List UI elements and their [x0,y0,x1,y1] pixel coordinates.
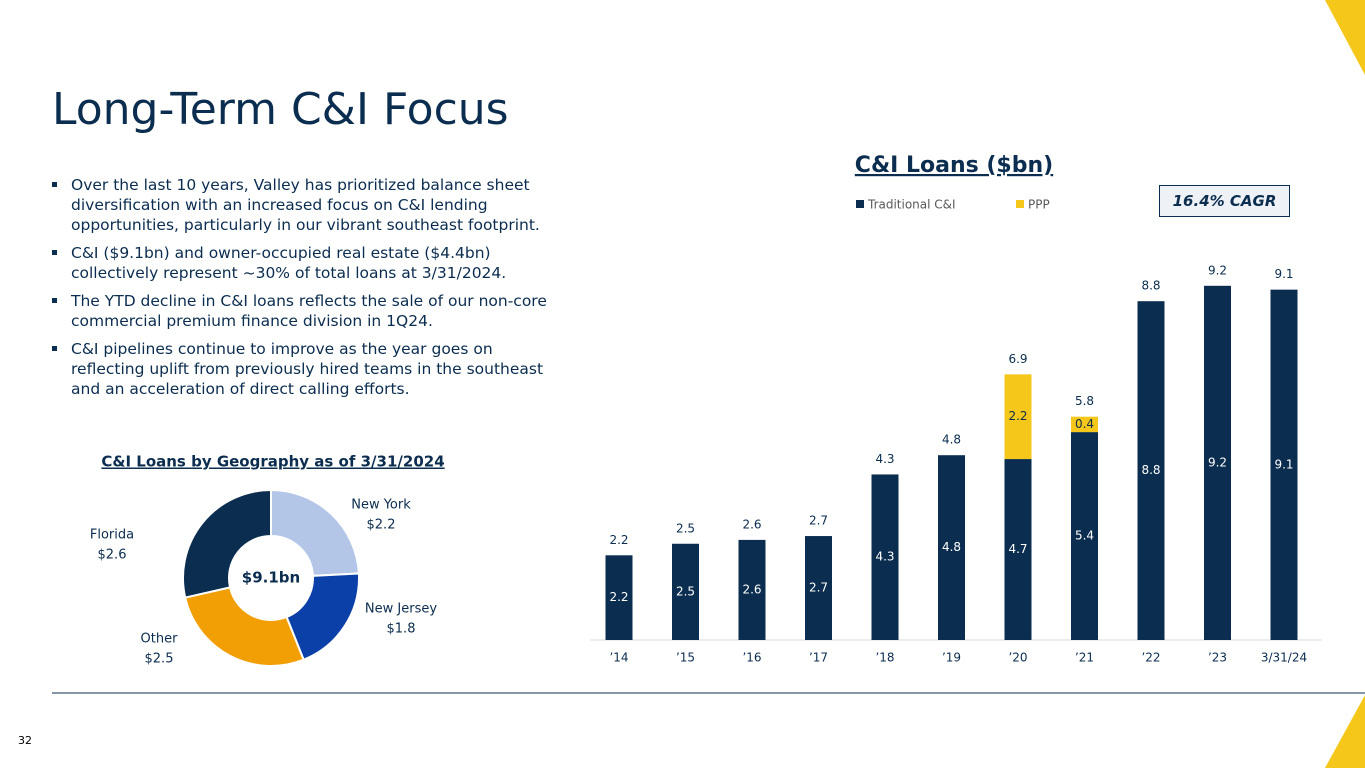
segment-label: 8.8 [1141,463,1160,477]
slice-name: New York [351,498,411,513]
x-tick-label: ’22 [1141,651,1160,665]
legend-label: Traditional C&I [867,198,956,212]
donut-title: C&I Loans by Geography as of 3/31/2024 [101,453,444,471]
corner-accent [1325,0,1365,75]
donut-center-label: $9.1bn [242,569,300,587]
bullet: Over the last 10 years, Valley has prior… [52,175,562,235]
total-label: 4.3 [875,452,894,466]
bar-segment [1137,301,1165,640]
total-label: 6.9 [1008,352,1027,366]
segment-label: 2.2 [1008,409,1027,423]
slice-value: $2.6 [98,548,127,563]
bullet: The YTD decline in C&I loans reflects th… [52,291,562,331]
x-tick-label: ’23 [1208,651,1227,665]
x-tick-label: 3/31/24 [1261,651,1307,665]
slice-value: $1.8 [387,622,416,637]
slice-name: New Jersey [365,602,437,617]
bar-segment [1270,289,1298,640]
segment-label: 9.1 [1274,457,1293,471]
total-label: 5.8 [1075,394,1094,408]
slice-value: $2.2 [367,518,396,533]
total-label: 4.8 [942,433,961,447]
legend-swatch [856,200,864,208]
cagr-callout: 16.4% CAGR [1159,185,1290,217]
donut-slice [182,488,272,599]
x-tick-label: ’18 [875,651,894,665]
x-tick-label: ’21 [1075,651,1094,665]
bar-segment [672,543,699,640]
bar-segment [605,555,633,640]
total-label: 8.8 [1141,279,1160,293]
total-label: 2.6 [742,517,761,531]
donut-slice [270,488,360,577]
total-label: 2.2 [609,533,628,547]
corner-accent [1325,695,1365,768]
slice-name: Other [141,632,179,647]
segment-label: 5.4 [1075,529,1094,543]
segment-label: 4.8 [942,540,961,554]
segment-label: 9.2 [1208,455,1227,469]
x-tick-label: ’17 [809,651,828,665]
x-tick-label: ’16 [742,651,761,665]
segment-label: 4.3 [875,550,894,564]
donut-slice [184,586,305,667]
total-label: 9.2 [1208,263,1227,277]
x-tick-label: ’15 [676,651,695,665]
total-label: 2.5 [676,521,695,535]
bar-chart-title: C&I Loans ($bn) [855,153,1053,178]
bullet: C&I pipelines continue to improve as the… [52,339,562,399]
bar-segment [1071,432,1098,640]
bar-segment [1071,416,1098,433]
segment-label: 2.7 [809,581,828,595]
bar-segment [871,474,899,640]
legend-label: PPP [1028,198,1050,212]
segment-label: 2.2 [609,590,628,604]
bullet: C&I ($9.1bn) and owner-occupied real est… [52,243,562,283]
legend-swatch [1016,200,1024,208]
bar-segment [1004,459,1032,640]
bullet-list: Over the last 10 years, Valley has prior… [52,175,562,407]
bar-segment [938,455,965,640]
bar-segment [1004,374,1032,460]
total-label: 9.1 [1274,267,1293,281]
page-number: 32 [18,734,32,747]
total-label: 2.7 [809,514,828,528]
segment-label: 4.7 [1008,542,1027,556]
bar-segment [738,539,766,640]
segment-label: 2.5 [676,584,695,598]
x-tick-label: ’19 [942,651,961,665]
bar-segment [805,536,832,640]
segment-label: 2.6 [742,582,761,596]
segment-label: 0.4 [1075,417,1094,431]
slice-value: $2.5 [145,652,174,667]
x-tick-label: ’14 [609,651,628,665]
slice-name: Florida [90,528,134,543]
bar-segment [1204,285,1231,640]
slide-title: Long-Term C&I Focus [52,84,509,135]
x-tick-label: ’20 [1008,651,1027,665]
